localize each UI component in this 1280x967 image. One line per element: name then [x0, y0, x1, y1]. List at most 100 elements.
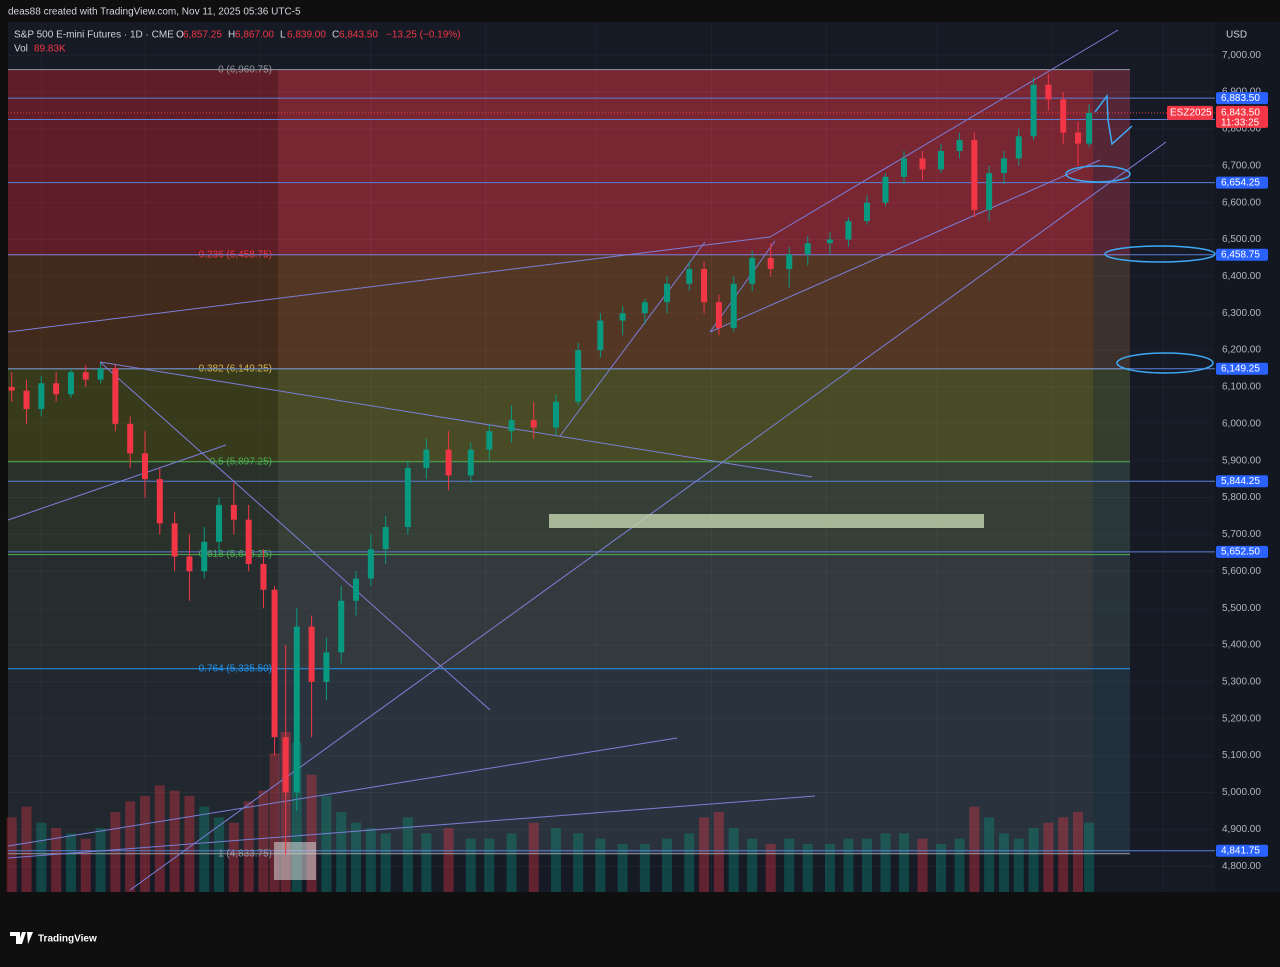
fib-zone-right [1093, 69, 1130, 255]
volume-bar [1058, 817, 1069, 892]
ohlc: O 6,857.25 H 6,867.00 L 6,839.00 C 6,843.50 −13.… [176, 30, 461, 41]
candle-body [171, 523, 178, 557]
price-tag [1216, 248, 1268, 261]
candle-body [323, 652, 330, 682]
brand: TradingView [38, 934, 97, 945]
fib-zone-shade [8, 554, 278, 669]
vol-key: Vol [14, 44, 28, 55]
volume-bar [684, 833, 695, 892]
price-tag-label: 6,149.25 [1221, 363, 1260, 374]
countdown: 11:33:25 [1221, 118, 1260, 129]
volume-bar [110, 812, 121, 892]
candle-body [216, 504, 223, 542]
volume-bar [351, 822, 362, 892]
trend-line [769, 29, 1119, 238]
candle-body [367, 549, 374, 579]
fib-zone-right [1093, 461, 1130, 555]
volume-bar [917, 838, 928, 892]
candle-body [127, 423, 134, 454]
candle-body [686, 268, 693, 284]
volume-bar [154, 785, 165, 892]
candle-body [552, 401, 559, 428]
candle-body [282, 737, 289, 793]
candle-body [97, 368, 104, 380]
volume-bar [484, 838, 495, 892]
candle-body [423, 449, 430, 469]
volume-bar [824, 844, 835, 892]
candle-body [730, 283, 737, 328]
volume-bar [936, 844, 947, 892]
candle-body [1045, 84, 1052, 100]
fib-zone-shade [8, 368, 278, 462]
volume-bar [402, 817, 413, 892]
y-tick-label: 6,100.00 [1222, 382, 1261, 393]
trend-line [7, 795, 816, 859]
ohlc-key: H [228, 30, 235, 41]
y-tick-label: 5,300.00 [1222, 677, 1261, 688]
candle-body [1015, 136, 1022, 159]
current-tag [1216, 105, 1268, 128]
hand-drawings [1065, 93, 1216, 374]
candle-body [530, 420, 537, 428]
candle-body [82, 372, 89, 380]
candle-body [863, 202, 870, 222]
price-tag [1216, 176, 1268, 189]
symbol-tag-label: ESZ2025 [1170, 108, 1212, 119]
volume-bar [321, 796, 332, 892]
symbol-tag [1167, 105, 1213, 120]
volume-bar [139, 796, 150, 892]
candle-body [293, 626, 300, 793]
volume-bar [528, 822, 539, 892]
volume-bar [699, 817, 710, 892]
candle-body [53, 383, 60, 395]
volume [6, 732, 1095, 892]
plot-area [8, 22, 1215, 892]
ellipse [1104, 245, 1216, 263]
candle-body [382, 527, 389, 550]
price-tag [1216, 844, 1268, 857]
volume-bar [125, 801, 136, 892]
volume-bar [1084, 822, 1095, 892]
candle-body [156, 479, 163, 524]
candle-body [486, 431, 493, 450]
candle-body [1075, 132, 1082, 144]
y-tick-label: 6,400.00 [1222, 271, 1261, 282]
candle-body [245, 519, 252, 564]
trend-line [7, 737, 678, 847]
y-tick-label: 5,400.00 [1222, 640, 1261, 651]
candle-body [767, 257, 774, 269]
y-tick-label: 4,800.00 [1222, 861, 1261, 872]
fib-zone-right [1093, 554, 1130, 669]
candle-body [353, 578, 360, 601]
candle-body [575, 350, 582, 402]
volume-bar [169, 790, 180, 892]
volume-bar [969, 806, 980, 892]
y-tick-label: 5,600.00 [1222, 566, 1261, 577]
ohlc-key: L [280, 30, 286, 41]
volume-bar [199, 806, 210, 892]
volume-bar [550, 828, 561, 892]
volume-bar [243, 801, 254, 892]
volume-bar [465, 838, 476, 892]
candle-body [619, 313, 626, 321]
volume-bar [573, 833, 584, 892]
price-tag-label: 5,844.25 [1221, 476, 1260, 487]
bottom-panel [0, 892, 1280, 962]
y-tick-label: 5,100.00 [1222, 750, 1261, 761]
volume-bar [269, 753, 280, 892]
candle-body [230, 504, 237, 520]
candle-body [749, 257, 756, 284]
fib-zone [8, 461, 1130, 555]
volume-bar [6, 817, 17, 892]
trend-line [99, 361, 813, 478]
price-tag-label: 4,841.75 [1221, 845, 1260, 856]
ellipse [1116, 352, 1214, 374]
ohlc-value: 6,867.00 [235, 30, 274, 41]
volume-bar [728, 828, 739, 892]
candle-body [1000, 158, 1007, 174]
fib-zone-right [1093, 668, 1130, 854]
ohlc-value: 6,839.00 [287, 30, 326, 41]
candle-body [508, 420, 515, 432]
